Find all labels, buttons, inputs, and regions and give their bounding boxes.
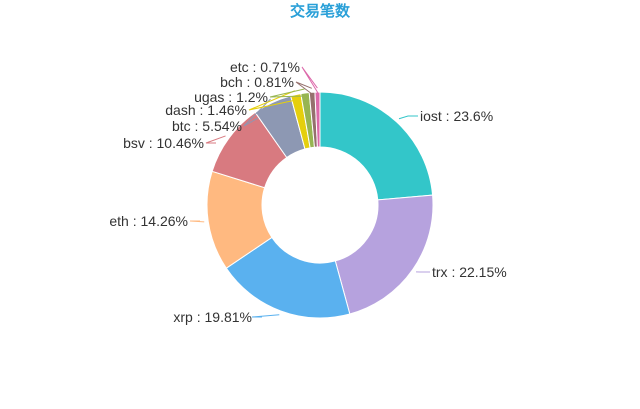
leader-line-btc [243, 98, 271, 127]
label-eth: eth : 14.26% [109, 213, 188, 229]
slice-iost[interactable] [319, 91, 434, 201]
leader-line-xrp [251, 314, 280, 318]
label-btc: btc : 5.54% [172, 118, 242, 134]
leader-line-iost [398, 115, 418, 120]
slice-etc[interactable] [314, 91, 321, 148]
leader-line-bch [295, 81, 313, 95]
label-bsv: bsv : 10.46% [123, 135, 204, 151]
leader-line-bsv [205, 135, 226, 144]
label-xrp: xrp : 19.81% [173, 309, 252, 325]
slice-trx[interactable] [334, 194, 434, 315]
leader-line-ugas [269, 88, 306, 98]
label-etc: etc : 0.71% [230, 59, 300, 75]
slice-labels: iost : 23.6% trx : 22.15% xrp : 19.81% eth … [109, 59, 506, 325]
donut-slices [206, 91, 434, 319]
label-iost: iost : 23.6% [420, 108, 493, 124]
label-dash: dash : 1.46% [165, 102, 247, 118]
leader-line-etc [301, 66, 319, 94]
label-trx: trx : 22.15% [432, 264, 507, 280]
chart-title: 交易笔数 [290, 2, 351, 20]
label-bch: bch : 0.81% [220, 74, 294, 90]
leader-line-eth [189, 220, 205, 223]
label-ugas: ugas : 1.2% [194, 89, 268, 105]
